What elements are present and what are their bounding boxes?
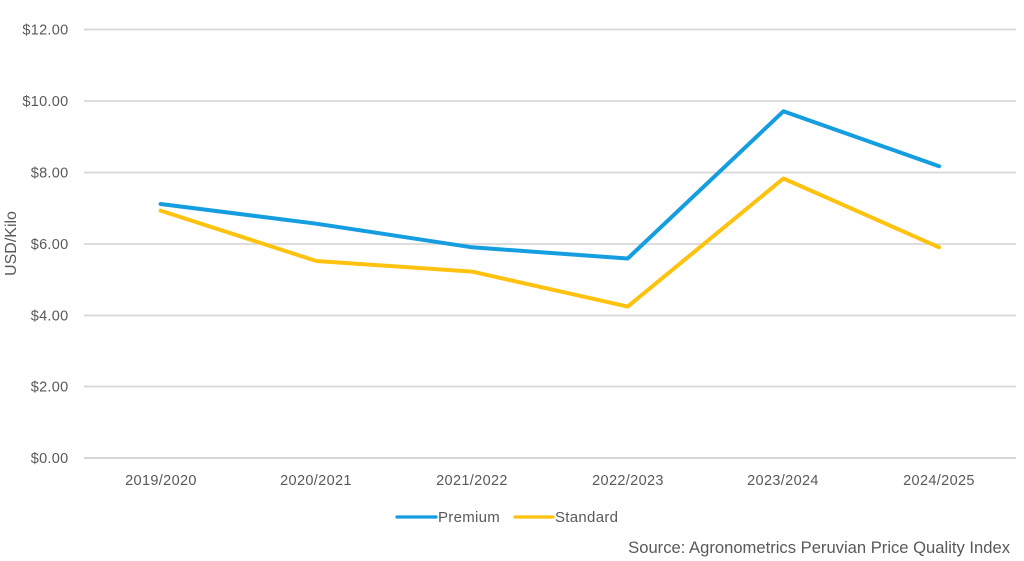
svg-text:2019/2020: 2019/2020 (125, 473, 197, 489)
svg-text:2020/2021: 2020/2021 (280, 473, 352, 489)
svg-text:$2.00: $2.00 (31, 380, 69, 396)
svg-text:2024/2025: 2024/2025 (903, 473, 975, 489)
svg-text:$4.00: $4.00 (31, 309, 69, 325)
svg-text:2021/2022: 2021/2022 (436, 473, 508, 489)
svg-text:$8.00: $8.00 (31, 166, 69, 182)
svg-text:Source: Agronometrics Peruvian: Source: Agronometrics Peruvian Price Qua… (628, 538, 1011, 557)
svg-text:$0.00: $0.00 (31, 451, 69, 467)
svg-text:USD/Kilo: USD/Kilo (3, 211, 20, 276)
svg-text:$6.00: $6.00 (31, 237, 69, 253)
svg-text:Premium: Premium (438, 509, 500, 526)
svg-text:2022/2023: 2022/2023 (592, 473, 664, 489)
svg-text:2023/2024: 2023/2024 (747, 473, 819, 489)
svg-text:$10.00: $10.00 (22, 94, 68, 110)
svg-text:Standard: Standard (555, 509, 618, 526)
svg-text:$12.00: $12.00 (22, 23, 68, 39)
